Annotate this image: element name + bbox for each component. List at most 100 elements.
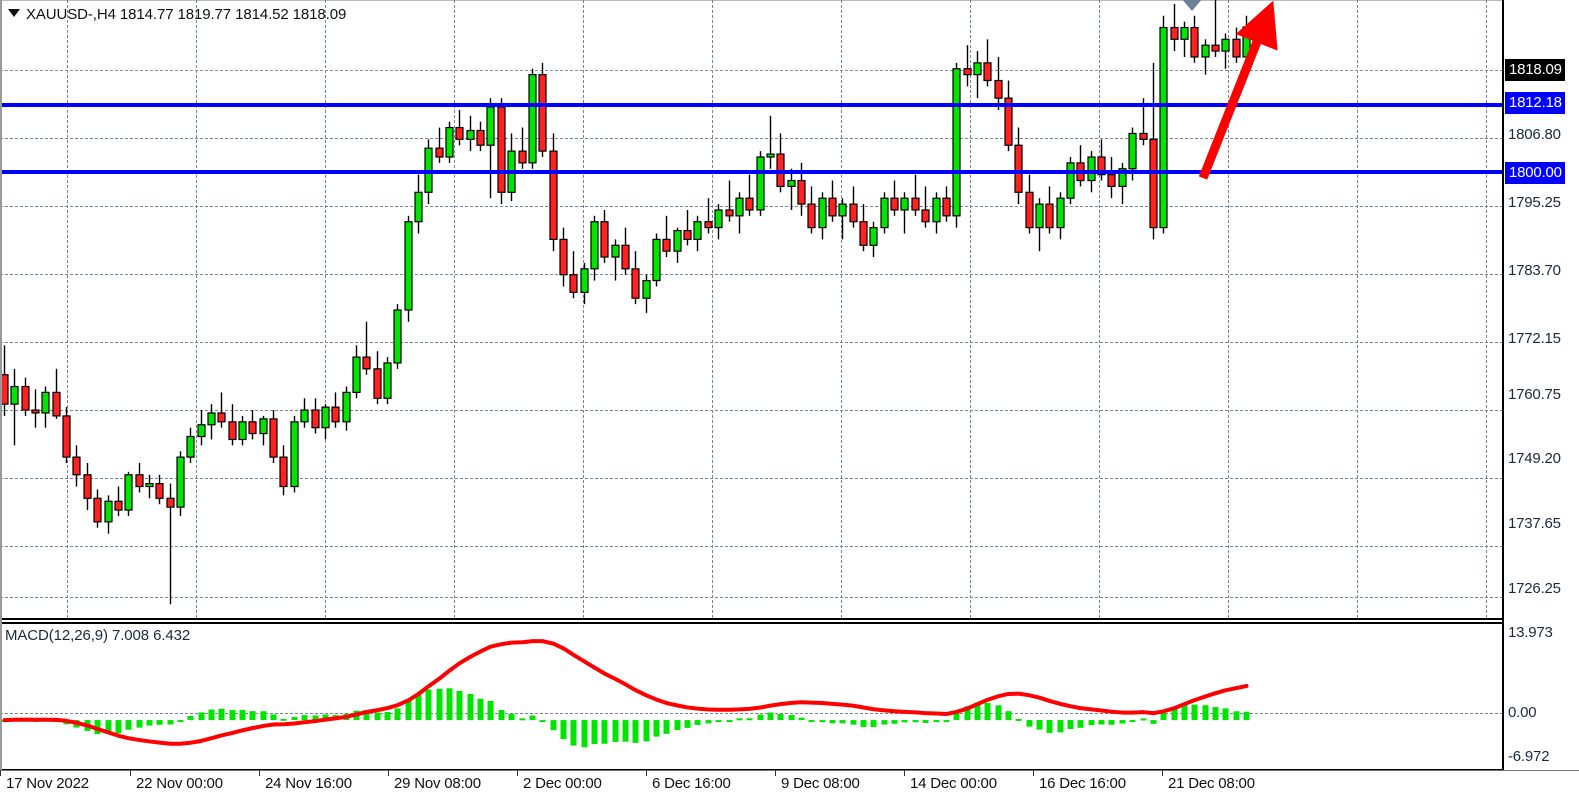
- candlestick: [942, 186, 951, 222]
- candlestick: [300, 398, 309, 428]
- macd-histogram-bar: [1171, 707, 1178, 721]
- macd-zero-line: [0, 713, 1503, 714]
- macd-histogram-bar: [467, 693, 474, 721]
- candlestick: [611, 239, 620, 281]
- macd-histogram-bar: [425, 689, 432, 721]
- candlestick: [21, 377, 30, 416]
- macd-axis-label: -6.972: [1508, 748, 1550, 765]
- candlestick: [476, 121, 485, 152]
- candlestick: [72, 445, 81, 487]
- candlestick: [828, 180, 837, 222]
- candlestick: [145, 474, 154, 499]
- last-price-line: [0, 70, 1503, 71]
- candlestick: [932, 192, 941, 234]
- macd-histogram-bar: [829, 720, 836, 724]
- candlestick: [445, 121, 454, 163]
- macd-histogram-bar: [1191, 704, 1198, 721]
- macd-histogram-bar: [933, 720, 940, 723]
- candlestick: [983, 39, 992, 87]
- macd-histogram-bar: [218, 708, 225, 721]
- macd-histogram-bar: [1243, 711, 1250, 721]
- candlestick: [373, 351, 382, 405]
- macd-histogram-bar: [1233, 711, 1240, 721]
- macd-histogram-bar: [498, 710, 505, 721]
- macd-axis-label: 13.973: [1508, 624, 1553, 641]
- candlestick: [963, 45, 972, 87]
- candlestick: [1221, 33, 1230, 69]
- gridline-v: [1486, 0, 1487, 618]
- price-axis-label: 1795.25: [1508, 194, 1561, 211]
- time-axis-tick: [259, 770, 260, 776]
- price-level-1812[interactable]: [0, 103, 1503, 107]
- candlestick-series[interactable]: [0, 0, 1503, 620]
- candlestick: [1211, 0, 1220, 57]
- macd-histogram-bar: [1181, 703, 1188, 721]
- macd-histogram-bar: [363, 710, 370, 721]
- macd-histogram-bar: [1015, 718, 1022, 721]
- macd-histogram-bar: [394, 708, 401, 721]
- candlestick: [673, 227, 682, 263]
- candlestick: [735, 192, 744, 234]
- time-axis-tick: [388, 770, 389, 776]
- candlestick: [1004, 80, 1013, 152]
- macd-histogram-bar: [736, 718, 743, 721]
- candlestick: [1201, 39, 1210, 75]
- chart-left-border: [0, 0, 2, 770]
- macd-histogram-bar: [746, 718, 753, 721]
- macd-histogram-bar: [177, 720, 184, 723]
- macd-histogram-bar: [715, 720, 722, 723]
- time-axis-label: 16 Dec 16:00: [1039, 775, 1126, 792]
- macd-histogram-bar: [384, 711, 391, 721]
- gridline-v: [325, 0, 326, 618]
- candlestick: [642, 274, 651, 313]
- macd-histogram-bar: [798, 717, 805, 721]
- macd-histogram-bar: [1046, 720, 1053, 733]
- price-level-1800[interactable]: [0, 170, 1503, 174]
- gridline-v: [1099, 0, 1100, 618]
- sell-marker-triangle[interactable]: [1181, 0, 1203, 11]
- macd-histogram-bar: [519, 718, 526, 721]
- candlestick: [414, 174, 423, 234]
- macd-histogram-bar: [995, 705, 1002, 721]
- macd-histogram-bar: [539, 720, 546, 723]
- time-axis-tick: [0, 770, 1, 776]
- candlestick: [166, 483, 175, 605]
- macd-series[interactable]: [0, 624, 1503, 770]
- pane-separator-top: [0, 618, 1503, 620]
- candlestick: [331, 392, 340, 428]
- candlestick: [714, 204, 723, 240]
- time-axis-label: 2 Dec 00:00: [523, 775, 602, 792]
- time-axis-label: 21 Dec 08:00: [1168, 775, 1255, 792]
- candlestick: [186, 427, 195, 463]
- price-axis-label: 1726.25: [1508, 580, 1561, 597]
- gridline-v: [712, 0, 713, 618]
- gridline-h: [0, 138, 1503, 139]
- macd-histogram-bar: [436, 688, 443, 721]
- macd-signal-line: [2, 639, 1249, 746]
- pane-top-border: [0, 0, 1503, 1]
- caret-down-icon[interactable]: [8, 9, 20, 17]
- candlestick: [321, 404, 330, 440]
- candlestick: [580, 262, 589, 305]
- macd-histogram-bar: [280, 718, 287, 721]
- bullish-trend-arrow[interactable]: [0, 0, 1579, 400]
- candlestick: [1035, 198, 1044, 252]
- macd-histogram-bar: [684, 720, 691, 728]
- macd-pane[interactable]: [0, 624, 1503, 770]
- candlestick: [528, 68, 537, 169]
- candlestick: [973, 51, 982, 99]
- candlestick: [652, 233, 661, 287]
- candlestick: [124, 471, 133, 516]
- pane-separator-bottom[interactable]: [0, 622, 1503, 624]
- macd-histogram-bar: [167, 720, 174, 725]
- price-axis-label: 1800.00: [1505, 162, 1565, 184]
- time-axis-line: [0, 770, 1579, 771]
- macd-histogram-bar: [477, 698, 484, 721]
- macd-bottom-border: [0, 769, 1503, 770]
- time-axis-tick: [517, 770, 518, 776]
- candlestick: [1025, 174, 1034, 234]
- macd-histogram-bar: [891, 720, 898, 724]
- macd-histogram-bar: [456, 690, 463, 721]
- candlestick: [31, 389, 40, 428]
- time-axis[interactable]: 17 Nov 2022 22 Nov 00:00 24 Nov 16:00 29 No…: [0, 771, 1579, 803]
